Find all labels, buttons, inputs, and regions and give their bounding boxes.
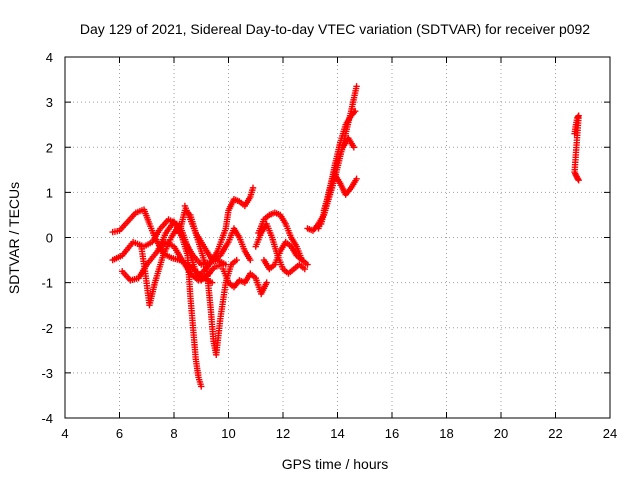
- x-tick-label: 22: [548, 426, 562, 441]
- y-tick-label: 3: [46, 95, 53, 110]
- y-tick-label: -1: [41, 276, 53, 291]
- y-tick-label: -3: [41, 366, 53, 381]
- x-tick-label: 10: [221, 426, 235, 441]
- data-point: [263, 279, 270, 286]
- x-axis-label: GPS time / hours: [282, 456, 389, 472]
- data-points: [109, 83, 582, 390]
- data-point: [353, 175, 360, 183]
- data-point: [301, 265, 308, 273]
- data-point: [575, 176, 582, 184]
- x-tick-labels: 4 6 8 10 12 14 16 18 20 22 24: [61, 426, 617, 441]
- y-tick-label: 0: [46, 231, 53, 246]
- x-tick-label: 14: [330, 426, 344, 441]
- x-tick-label: 6: [116, 426, 123, 441]
- x-tick-label: 24: [603, 426, 617, 441]
- chart-title: Day 129 of 2021, Sidereal Day-to-day VTE…: [80, 21, 590, 37]
- data-point: [350, 144, 358, 151]
- y-tick-labels: -4 -3 -2 -1 0 1 2 3 4: [41, 50, 53, 426]
- y-axis-label: SDTVAR / TECUs: [6, 182, 22, 294]
- x-tick-label: 8: [170, 426, 177, 441]
- plot-frame: [64, 56, 611, 419]
- data-point: [304, 261, 311, 268]
- data-point: [353, 83, 360, 90]
- grid-lines: [65, 57, 610, 418]
- data-point: [198, 383, 205, 390]
- y-tick-label: -4: [41, 411, 53, 426]
- data-point: [249, 184, 257, 192]
- x-tick-label: 12: [276, 426, 290, 441]
- data-point: [208, 279, 216, 286]
- data-point: [247, 256, 254, 264]
- y-tick-label: 4: [46, 50, 53, 65]
- y-tick-label: 1: [46, 185, 53, 200]
- x-tick-label: 4: [61, 426, 68, 441]
- data-point: [352, 107, 359, 115]
- data-point: [233, 256, 240, 264]
- x-tick-label: 16: [385, 426, 399, 441]
- y-tick-label: -2: [41, 321, 53, 336]
- y-tick-label: 2: [46, 140, 53, 155]
- x-tick-label: 18: [439, 426, 453, 441]
- x-tick-label: 20: [494, 426, 508, 441]
